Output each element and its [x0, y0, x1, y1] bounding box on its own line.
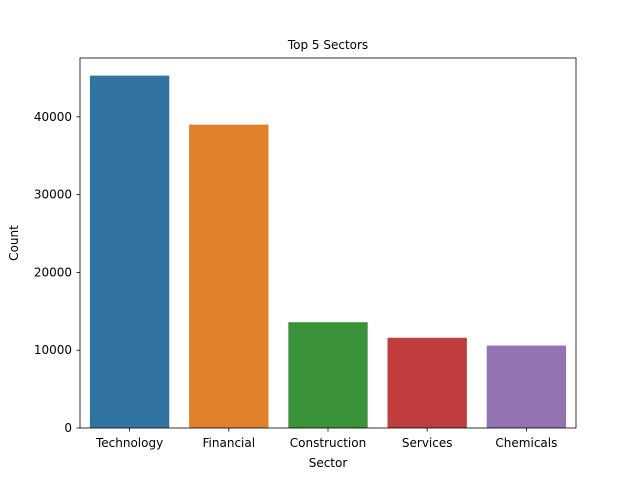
y-tick-label: 40000 [34, 110, 72, 124]
x-axis-label: Sector [309, 456, 348, 470]
x-axis-ticks: Technology Financial Construction Services C… [95, 428, 557, 450]
x-tick-label: Chemicals [495, 436, 557, 450]
bar-construction [288, 322, 368, 428]
bar-services [387, 337, 467, 428]
x-tick-label: Financial [203, 436, 256, 450]
bar-financial [189, 124, 269, 428]
y-tick-label: 10000 [34, 343, 72, 357]
chart-title: Top 5 Sectors [287, 38, 368, 52]
y-axis-ticks: 0 10000 20000 30000 40000 [34, 110, 80, 435]
y-tick-label: 30000 [34, 188, 72, 202]
bar-chemicals [486, 345, 567, 428]
y-tick-label: 20000 [34, 265, 72, 279]
x-tick-label: Services [402, 436, 453, 450]
y-tick-label: 0 [64, 421, 72, 435]
y-axis-label: Count [7, 225, 21, 261]
bar-technology [89, 75, 170, 428]
bars-group [89, 75, 567, 428]
x-tick-label: Technology [95, 436, 163, 450]
x-tick-label: Construction [290, 436, 366, 450]
